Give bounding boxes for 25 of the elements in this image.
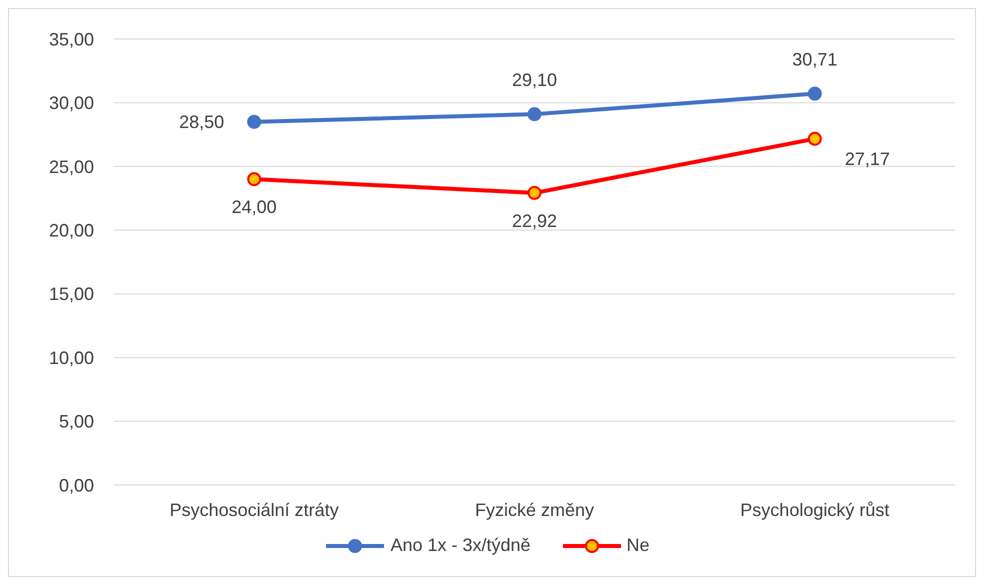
data-label: 30,71 (792, 50, 838, 70)
x-tick-label: Fyzické změny (474, 500, 594, 520)
data-label: 29,10 (512, 70, 558, 90)
legend-label: Ne (626, 535, 650, 556)
y-tick-label: 0,00 (58, 475, 94, 496)
y-tick-label: 35,00 (48, 29, 94, 50)
point (528, 186, 542, 200)
y-tick-label: 30,00 (48, 93, 94, 114)
point (528, 107, 542, 122)
point (808, 86, 822, 101)
x-tick-label: Psychologický růst (740, 500, 890, 520)
y-tick-label: 10,00 (48, 348, 94, 368)
data-label: 24,00 (232, 197, 277, 218)
x-tick-label: Psychosociální ztráty (170, 500, 339, 520)
data-label: 28,50 (179, 112, 224, 132)
y-tick-label: 5,00 (58, 412, 94, 432)
point (247, 114, 262, 129)
data-label: 27,17 (844, 148, 890, 169)
y-tick-label: 20,00 (48, 220, 94, 241)
data-label: 22,92 (512, 210, 558, 231)
legend-label: Ano 1x - 3x/týdně (389, 535, 531, 556)
y-tick-label: 15,00 (48, 284, 94, 304)
point (247, 172, 262, 186)
y-tick-label: 25,00 (48, 156, 94, 177)
point (808, 132, 822, 146)
